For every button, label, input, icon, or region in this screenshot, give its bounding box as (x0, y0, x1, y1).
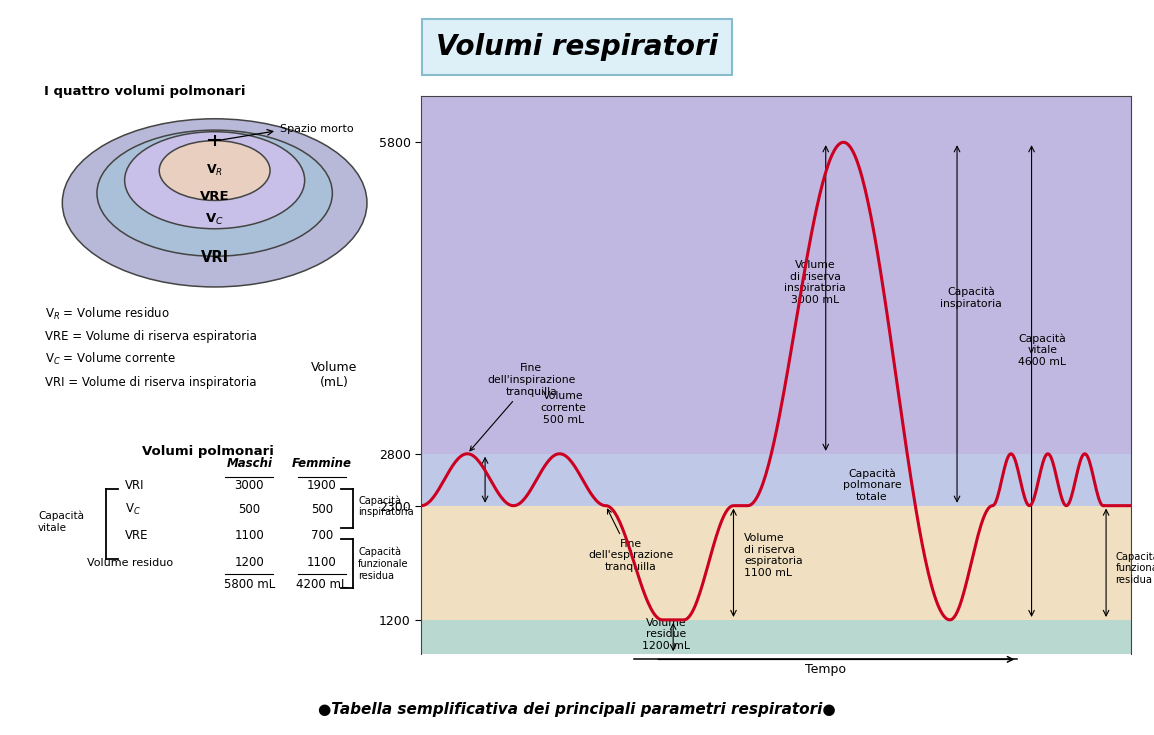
Text: Capacità
polmonare
totale: Capacità polmonare totale (842, 468, 901, 502)
Text: Volume
corrente
500 mL: Volume corrente 500 mL (540, 392, 586, 425)
Text: 500: 500 (238, 503, 261, 516)
Bar (421, 506, 1131, 620)
Ellipse shape (159, 140, 270, 201)
Text: 1100: 1100 (307, 556, 337, 569)
Text: 1900: 1900 (307, 478, 337, 492)
Text: I quattro volumi polmonari: I quattro volumi polmonari (44, 85, 246, 98)
Text: Fine
dell'espirazione
tranquilla: Fine dell'espirazione tranquilla (587, 509, 673, 572)
Text: 3000: 3000 (234, 478, 264, 492)
Text: 1200: 1200 (234, 556, 264, 569)
Text: Maschi: Maschi (226, 456, 272, 470)
Text: Volume
residue
1200 mL: Volume residue 1200 mL (642, 618, 690, 651)
Text: 4200 mL: 4200 mL (297, 578, 347, 591)
Text: VRI = Volume di riserva inspiratoria: VRI = Volume di riserva inspiratoria (45, 376, 256, 389)
Text: Volume residuo: Volume residuo (87, 558, 173, 568)
Text: Fine
dell'inspirazione
tranquilla: Fine dell'inspirazione tranquilla (470, 363, 576, 451)
Text: V$_R$: V$_R$ (207, 163, 223, 178)
Text: VRE = Volume di riserva espiratoria: VRE = Volume di riserva espiratoria (45, 330, 257, 343)
Ellipse shape (97, 130, 332, 257)
Text: Tempo: Tempo (805, 664, 846, 676)
Text: Capacità
funzionale
residua: Capacità funzionale residua (1115, 551, 1154, 585)
Text: ●Tabella semplificativa dei principali parametri respiratori●: ●Tabella semplificativa dei principali p… (319, 702, 835, 717)
Text: VRE: VRE (125, 529, 148, 542)
Text: V$_C$: V$_C$ (125, 502, 141, 517)
Text: V$_R$ = Volume residuo: V$_R$ = Volume residuo (45, 306, 170, 322)
Text: VRI: VRI (125, 478, 144, 492)
Text: Femmine: Femmine (292, 456, 352, 470)
Text: V$_C$ = Volume corrente: V$_C$ = Volume corrente (45, 351, 177, 367)
Text: Capacità
funzionale
residua: Capacità funzionale residua (358, 547, 409, 581)
Text: Capacità
inspiratoria: Capacità inspiratoria (358, 495, 414, 517)
Text: Volumi respiratori: Volumi respiratori (436, 33, 718, 61)
Text: 5800 mL: 5800 mL (224, 578, 275, 591)
Text: Volumi polmonari: Volumi polmonari (142, 445, 273, 458)
Text: Capacità
vitale: Capacità vitale (38, 511, 84, 533)
Ellipse shape (62, 119, 367, 287)
Text: Capacità
vitale
4600 mL: Capacità vitale 4600 mL (1018, 333, 1066, 367)
Bar (421, 96, 1131, 453)
Text: 700: 700 (310, 529, 334, 542)
Text: 1100: 1100 (234, 529, 264, 542)
Text: Spazio morto: Spazio morto (280, 124, 354, 134)
Y-axis label: Volume
(mL): Volume (mL) (312, 361, 358, 389)
Bar (421, 453, 1131, 506)
Text: VRI: VRI (201, 251, 228, 265)
Text: VRE: VRE (200, 190, 230, 203)
Text: Volume
di riserva
espiratoria
1100 mL: Volume di riserva espiratoria 1100 mL (744, 533, 803, 578)
Text: V$_C$: V$_C$ (205, 212, 224, 226)
Text: 500: 500 (310, 503, 334, 516)
Bar (421, 620, 1131, 654)
Text: Capacità
inspiratoria: Capacità inspiratoria (941, 287, 1002, 309)
Ellipse shape (125, 132, 305, 229)
Text: Volume
di riserva
inspiratoria
3000 mL: Volume di riserva inspiratoria 3000 mL (785, 260, 846, 305)
